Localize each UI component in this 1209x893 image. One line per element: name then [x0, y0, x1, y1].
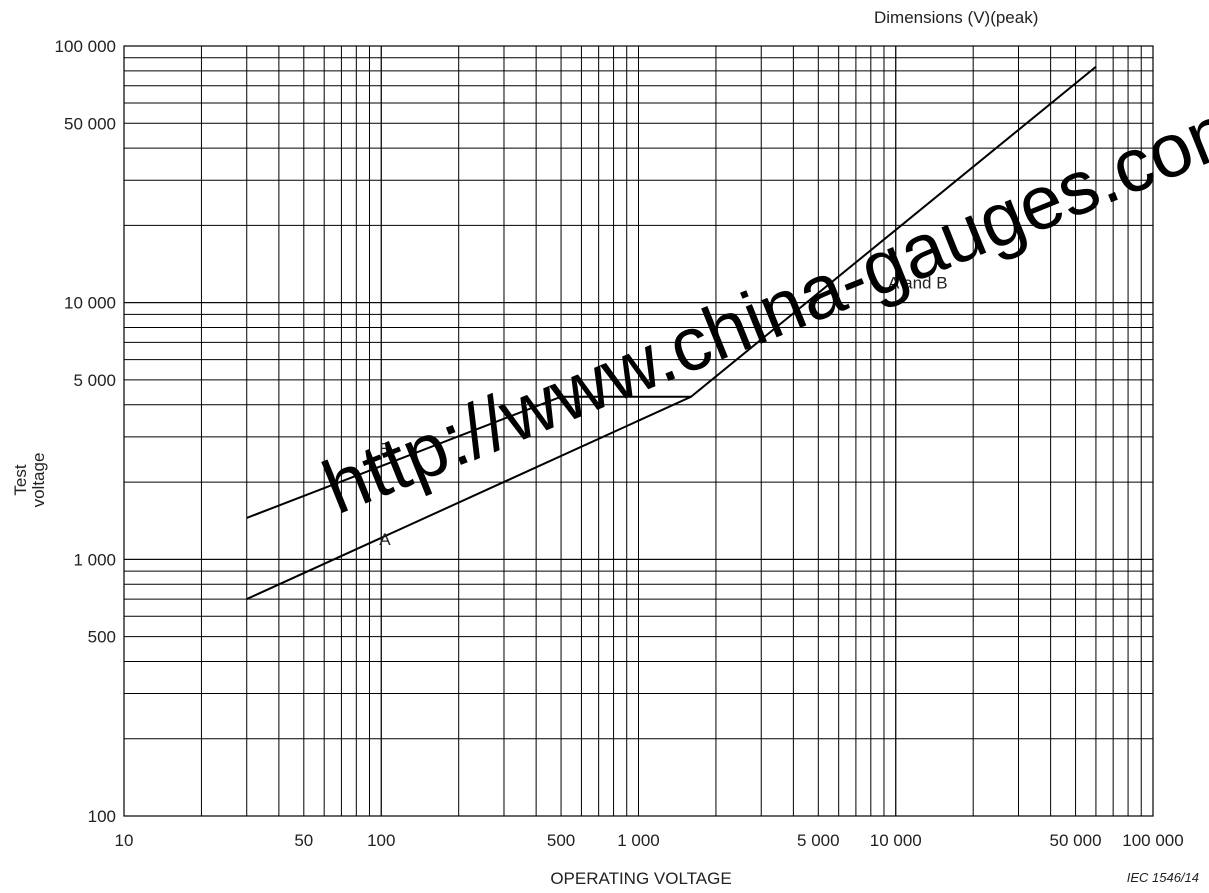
x-tick-label: 10	[115, 831, 134, 850]
annotation-label: A and B	[888, 273, 948, 292]
series-line-b	[246, 395, 692, 519]
y-tick-labels: 100 500 1 000 5 000 10 000 50 000 100 000	[55, 37, 116, 826]
x-tick-label: 5 000	[797, 831, 840, 850]
y-tick-label: 100 000	[55, 37, 116, 56]
x-tick-label: 500	[547, 831, 575, 850]
y-axis-label-line1: Test	[11, 464, 30, 495]
y-tick-label: 10 000	[64, 294, 116, 313]
x-tick-label: 100 000	[1122, 831, 1183, 850]
plot-border	[123, 45, 1154, 817]
x-tick-label: 50	[294, 831, 313, 850]
figure-reference: IEC 1546/14	[1127, 870, 1199, 885]
annotations: A B A and B	[379, 273, 947, 549]
y-tick-label: 1 000	[73, 550, 116, 569]
series-lines	[246, 65, 1097, 601]
x-axis-label: OPERATING VOLTAGE	[550, 869, 731, 888]
x-tick-label: 50 000	[1050, 831, 1102, 850]
y-tick-label: 500	[88, 628, 116, 647]
header-note: Dimensions (V)(peak)	[874, 8, 1038, 27]
annotation-label: B	[379, 440, 390, 459]
y-axis-label-line2: voltage	[29, 453, 48, 508]
x-tick-labels: 10 50 100 500 1 000 5 000 10 000 50 000 100 000	[115, 831, 1184, 850]
y-tick-label: 5 000	[73, 371, 116, 390]
plot-frame	[123, 45, 1154, 817]
y-tick-label: 50 000	[64, 114, 116, 133]
grid-lines	[123, 45, 1154, 817]
x-tick-label: 1 000	[617, 831, 660, 850]
x-tick-label: 100	[367, 831, 395, 850]
y-tick-label: 100	[88, 807, 116, 826]
annotation-label: A	[379, 530, 391, 549]
x-tick-label: 10 000	[870, 831, 922, 850]
